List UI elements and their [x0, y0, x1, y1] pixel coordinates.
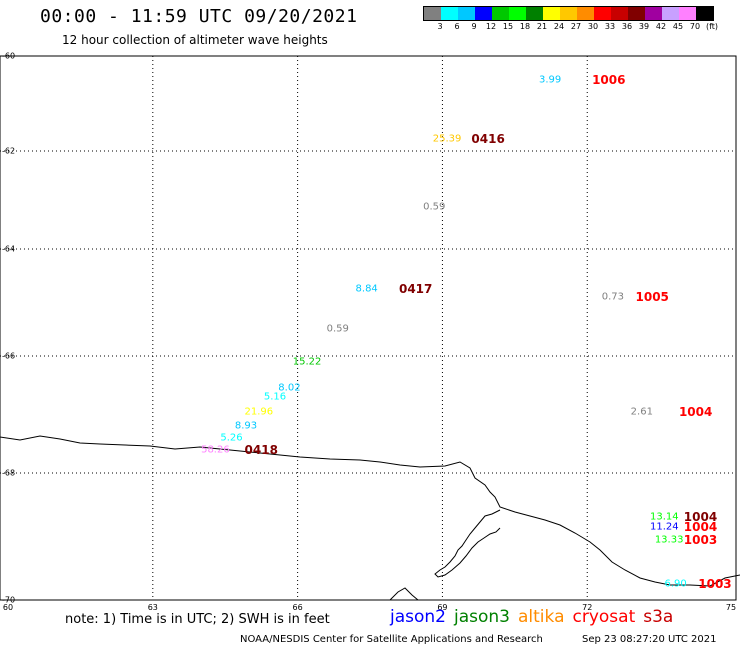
satellite-legend: jason2 jason3 altika cryosat s3a	[390, 607, 681, 627]
colorbar-swatch	[458, 7, 475, 20]
colorbar-label: 70	[689, 22, 701, 31]
colorbar-label: (ft)	[705, 22, 719, 31]
colorbar-labels: 3 6 9 12 15 18 21 24 27 30 33 36 39 42 45 70 (ft)	[423, 22, 740, 34]
colorbar-label: 24	[553, 22, 565, 31]
lon-tick-label: 60	[2, 603, 14, 612]
lat-tick-label: -62	[2, 146, 16, 156]
colorbar-swatch	[645, 7, 662, 20]
lon-tick-label: 72	[582, 603, 593, 612]
colorbar-label: 42	[655, 22, 667, 31]
pass-id-label: 1003	[683, 532, 718, 547]
legend-entry: jason3	[454, 607, 510, 627]
pass-id-label: 0416	[471, 132, 505, 147]
wave-height-label: 8.02	[278, 382, 301, 394]
lon-tick-label: 66	[292, 603, 303, 612]
lat-tick-label: -68	[2, 468, 16, 478]
lon-tick-label: 69	[437, 603, 448, 612]
wave-height-label: 13.14	[649, 511, 679, 523]
coastline-bottom	[389, 587, 419, 601]
lat-tick-label: -66	[2, 351, 16, 361]
generated-timestamp: Sep 23 08:27:20 UTC 2021	[582, 634, 717, 645]
wave-height-label: 6.90	[664, 578, 687, 590]
map-subtitle: 12 hour collection of altimeter wave hei…	[62, 33, 328, 47]
colorbar-swatch	[594, 7, 611, 20]
note-text: note: 1) Time is in UTC; 2) SWH is in fe…	[65, 612, 330, 627]
colorbar-swatch	[509, 7, 526, 20]
colorbar-swatch	[441, 7, 458, 20]
colorbar-label: 39	[638, 22, 650, 31]
wave-height-label: 0.59	[423, 201, 446, 213]
colorbar-label: 3	[437, 22, 443, 31]
coastline	[0, 435, 740, 587]
colorbar-label: 12	[485, 22, 497, 31]
colorbar-swatch	[696, 7, 713, 20]
map-title: 00:00 - 11:59 UTC 09/20/2021	[40, 6, 358, 27]
wave-height-label: 5.16	[263, 391, 287, 403]
wave-height-label: 15.22	[292, 356, 322, 368]
legend-entry: altika	[518, 607, 565, 627]
lat-tick-label: -64	[2, 244, 16, 254]
colorbar	[423, 6, 714, 21]
colorbar-label: 27	[570, 22, 582, 31]
wave-height-label: 11.24	[649, 521, 679, 533]
colorbar-swatch	[560, 7, 577, 20]
wave-height-label: 25.39	[432, 133, 462, 145]
colorbar-label: 21	[536, 22, 548, 31]
map-frame	[0, 55, 737, 601]
lon-tick-label: 63	[147, 603, 158, 612]
wave-height-label: 2.61	[630, 406, 653, 418]
lon-tick-label: 75	[725, 603, 737, 612]
colorbar-label: 18	[519, 22, 531, 31]
colorbar-swatch	[679, 7, 696, 20]
lat-tick-label: -60	[2, 51, 16, 61]
colorbar-label: 30	[587, 22, 599, 31]
colorbar-swatch	[577, 7, 594, 20]
wave-height-label: 21.96	[244, 406, 274, 418]
pass-id-label: 0417	[398, 282, 433, 297]
colorbar-label: 9	[471, 22, 477, 31]
wave-height-label: 58.26	[201, 444, 230, 456]
pass-id-label: 1004	[683, 510, 718, 525]
colorbar-swatch	[475, 7, 492, 20]
pass-id-label: 0418	[244, 442, 278, 457]
colorbar-swatch	[611, 7, 628, 20]
legend-entry: jason2	[390, 607, 446, 627]
lat-tick-label: -70	[2, 595, 16, 605]
colorbar-swatch	[662, 7, 679, 20]
pass-id-label: 1004	[683, 519, 718, 534]
colorbar-swatch	[526, 7, 543, 20]
wave-height-label: 3.99	[538, 74, 562, 86]
pass-id-label: 1003	[698, 577, 732, 592]
wave-height-label: 0.73	[601, 291, 624, 303]
colorbar-label: 45	[672, 22, 684, 31]
colorbar-swatch	[492, 7, 509, 20]
wave-height-label: 5.26	[220, 432, 243, 444]
colorbar-swatch	[424, 7, 441, 20]
legend-entry: cryosat	[572, 607, 636, 627]
colorbar-swatch	[543, 7, 560, 20]
colorbar-label: 15	[502, 22, 514, 31]
wave-height-label: 8.93	[234, 420, 258, 432]
gridlines	[0, 56, 736, 600]
legend-entry: s3a	[643, 607, 674, 627]
credit-text: NOAA/NESDIS Center for Satellite Applica…	[240, 634, 543, 645]
colorbar-swatch	[628, 7, 645, 20]
pass-id-label: 1006	[592, 72, 626, 87]
colorbar-label: 33	[604, 22, 616, 31]
wave-height-label: 8.84	[355, 283, 378, 295]
pass-id-label: 1005	[635, 290, 669, 305]
pass-id-label: 1004	[678, 404, 713, 419]
colorbar-label: 6	[454, 22, 460, 31]
coastline-inlet	[434, 509, 501, 578]
colorbar-label: 36	[621, 22, 633, 31]
wave-height-label: 13.33	[654, 534, 684, 546]
wave-height-label: 0.59	[326, 323, 349, 335]
